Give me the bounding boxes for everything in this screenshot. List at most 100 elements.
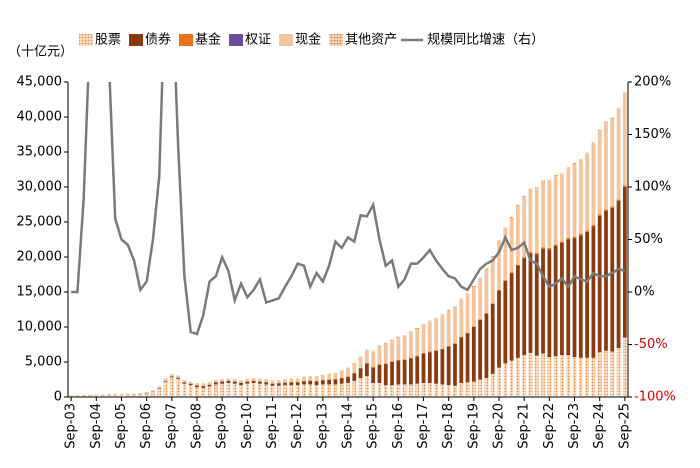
bar-segment — [478, 278, 482, 279]
x-tick-label: Sep-06 — [139, 403, 154, 449]
bar-segment — [390, 340, 394, 361]
bar-segment — [371, 383, 375, 397]
bar-segment — [321, 384, 325, 397]
bar-segment — [164, 381, 168, 382]
legend-swatch — [329, 34, 343, 46]
x-tick-label: Sep-03 — [64, 403, 79, 449]
bar-segment — [157, 388, 161, 389]
bar-segment — [579, 235, 583, 357]
bar-segment — [610, 117, 614, 118]
bar-segment — [315, 385, 319, 397]
bar-segment — [403, 335, 407, 336]
bar-segment — [233, 382, 237, 384]
bar-segment — [183, 380, 187, 382]
bar-segment — [554, 244, 558, 245]
y2-tick-label: 150% — [634, 127, 671, 142]
bar-segment — [201, 386, 205, 388]
x-tick-label: Sep-08 — [189, 403, 204, 449]
bar-segment — [403, 384, 407, 397]
bar-segment — [428, 352, 432, 383]
bar-segment — [264, 379, 268, 382]
bar-segment — [510, 217, 514, 218]
bar-segment — [201, 388, 205, 397]
bar-segment — [183, 384, 187, 397]
y-tick-label: 0 — [54, 390, 62, 405]
bar-segment — [529, 353, 533, 397]
bar-segment — [440, 315, 444, 349]
y-tick-label: 45,000 — [17, 75, 63, 90]
legend-swatch — [229, 34, 243, 46]
bar-segment — [497, 290, 501, 291]
x-tick-label: Sep-07 — [164, 403, 179, 449]
bar-segment — [378, 365, 382, 383]
bar-segment — [396, 360, 400, 361]
bar-segment — [497, 291, 501, 368]
bar-segment — [283, 385, 287, 397]
bar-segment — [352, 363, 356, 373]
bar-segment — [233, 379, 237, 381]
bar-segment — [396, 338, 400, 360]
bar-segment — [415, 384, 419, 397]
bar-segment — [302, 381, 306, 384]
bar-segment — [220, 382, 224, 384]
bar-segment — [434, 319, 438, 351]
bar-segment — [472, 286, 476, 287]
bar-segment — [157, 389, 161, 397]
bar-segment — [604, 211, 608, 351]
bar-segment — [384, 344, 388, 364]
bar-segment — [459, 337, 463, 338]
x-tick-label: Sep-22 — [542, 403, 557, 449]
bar-segment — [554, 175, 558, 176]
bar-segment — [434, 350, 438, 351]
bar-segment — [510, 272, 514, 273]
bar-segment — [145, 394, 149, 398]
bar-segment — [541, 247, 545, 248]
bar-segment — [541, 180, 545, 181]
bar-segment — [428, 320, 432, 321]
bar-segment — [365, 350, 369, 363]
bar-segment — [170, 374, 174, 376]
bar-segment — [176, 379, 180, 397]
bar-segment — [535, 188, 539, 252]
bar-segment — [447, 311, 451, 346]
bar-segment — [239, 385, 243, 397]
bar-segment — [529, 189, 533, 252]
bar-segment — [510, 273, 514, 361]
bar-segment — [459, 300, 463, 337]
bar-segment — [252, 383, 256, 397]
bar-segment — [264, 382, 268, 384]
legend-label: 现金 — [295, 32, 321, 48]
bar-segment — [466, 333, 470, 334]
bar-segment — [208, 387, 212, 398]
bar-segment — [560, 355, 564, 397]
bar-segment — [164, 379, 168, 381]
bar-segment — [164, 382, 168, 397]
bar-segment — [535, 253, 539, 254]
bar-segment — [592, 225, 596, 226]
x-tick-label: Sep-23 — [567, 403, 582, 449]
bar-segment — [189, 385, 193, 397]
bar-segment — [233, 384, 237, 397]
bar-segment — [547, 357, 551, 397]
bar-segment — [403, 360, 407, 385]
bar-segment — [94, 395, 98, 396]
bar-segment — [170, 377, 174, 397]
x-tick-label: Sep-13 — [315, 403, 330, 449]
bar-segment — [434, 318, 438, 319]
bar-segment — [151, 390, 155, 391]
bar-segment — [359, 357, 363, 368]
bar-segment — [296, 385, 300, 397]
bar-segment — [252, 378, 256, 380]
bar-segment — [409, 384, 413, 397]
bar-segment — [157, 387, 161, 388]
bar-segment — [610, 207, 614, 208]
bar-segment — [245, 379, 249, 381]
bar-segment — [195, 387, 199, 397]
bar-segment — [610, 208, 614, 352]
bar-segment — [617, 108, 621, 109]
bar-segment — [491, 304, 495, 374]
bar-segment — [101, 395, 105, 396]
bar-segment — [315, 376, 319, 381]
bar-segment — [440, 349, 444, 350]
bar-segment — [277, 383, 281, 385]
